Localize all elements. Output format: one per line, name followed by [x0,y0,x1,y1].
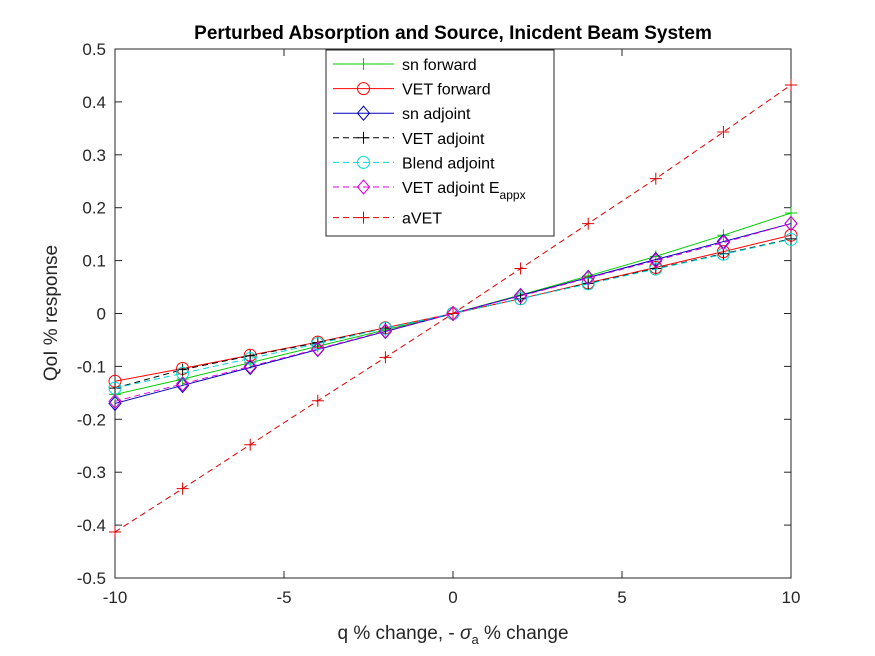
legend-entry: sn forward [333,57,477,74]
legend-entry: VET adjoint Eappx [333,179,526,202]
legend-entry: Blend adjoint [333,155,495,172]
data-point [176,366,190,380]
data-point [716,234,731,251]
data-point [378,321,392,335]
data-point [717,126,730,139]
series-line [114,223,792,402]
data-point [446,305,460,322]
data-point [513,288,528,304]
legend-marker [357,131,370,144]
data-point [581,270,595,286]
data-point [785,232,797,245]
data-point [649,172,662,185]
data-point [785,78,797,91]
data-point [379,351,392,364]
y-axis-label: QoI % response [41,245,62,381]
data-point [649,262,662,275]
legend-label: sn adjoint [402,106,471,123]
series-layer [108,78,798,538]
legend-label: VET adjoint [402,131,485,148]
chart-title: Perturbed Absorption and Source, Inicden… [194,23,712,44]
legend-entry: aVET [333,211,442,228]
data-point [244,438,257,451]
data-point [311,341,325,357]
legend-entry: VET forward [333,82,491,99]
data-point [784,232,798,246]
y-tick-label: 0.5 [82,40,106,59]
data-point [243,351,257,365]
data-point [784,215,798,232]
series-avet [109,78,797,538]
data-point [447,307,459,320]
y-tick-label: 0.2 [82,199,106,218]
y-tick-label: -0.5 [77,569,106,588]
x-tick-label: 10 [782,588,801,607]
x-tick-label: 0 [448,588,457,607]
legend-marker [357,58,370,70]
data-point [649,252,663,269]
legend-marker [356,105,371,121]
legend-entry: VET adjoint [333,131,485,148]
y-tick-label: 0 [97,305,106,324]
data-point [108,395,122,412]
data-point [514,292,528,306]
legend-label: aVET [402,211,442,228]
y-tick-label: 0.1 [82,252,106,271]
data-point [716,247,730,261]
data-point [311,394,324,407]
legend-label: VET forward [402,82,491,99]
data-point [109,525,121,538]
x-tick-label: -10 [103,588,128,607]
legend-marker [357,82,370,96]
data-point [176,482,189,495]
legend: sn forward VET forward sn adjoint VET adjoi… [325,49,555,237]
legend-entry: sn adjoint [333,105,471,123]
data-point [582,277,595,290]
y-tick-label: -0.2 [77,410,106,429]
legend-marker [357,155,370,169]
x-axis-label: q % change, - σa % change [337,623,568,647]
data-point [378,323,393,339]
y-tick-label: 0.3 [82,146,106,165]
data-point [175,376,190,392]
data-point [311,337,325,351]
y-tick-label: -0.1 [77,357,106,376]
data-point [108,393,122,410]
legend-label: VET adjoint Eappx [402,180,526,202]
y-tick-label: 0.4 [82,93,106,112]
x-tick-label: -5 [276,588,291,607]
series-blend-adjoint [108,232,798,395]
data-point [176,363,189,376]
data-point [243,358,257,375]
legend-label: Blend adjoint [402,155,495,172]
x-axis: -10 -5 0 5 10 [103,49,801,607]
y-tick-label: -0.3 [77,463,106,482]
series-vet-adjoint-e [108,215,798,410]
series-line [114,238,792,389]
legend-marker [356,179,371,195]
y-axis: -0.5 -0.4 -0.3 -0.2 -0.1 0 0.1 0.2 0.3 0.4 0.5 [77,40,791,588]
x-tick-label: 5 [617,588,626,607]
y-tick-label: -0.4 [77,516,106,535]
data-point [649,262,663,276]
legend-marker [357,211,370,224]
legend-label: sn forward [402,57,477,74]
data-point [581,277,595,291]
data-point [514,262,527,275]
data-point [582,217,595,230]
